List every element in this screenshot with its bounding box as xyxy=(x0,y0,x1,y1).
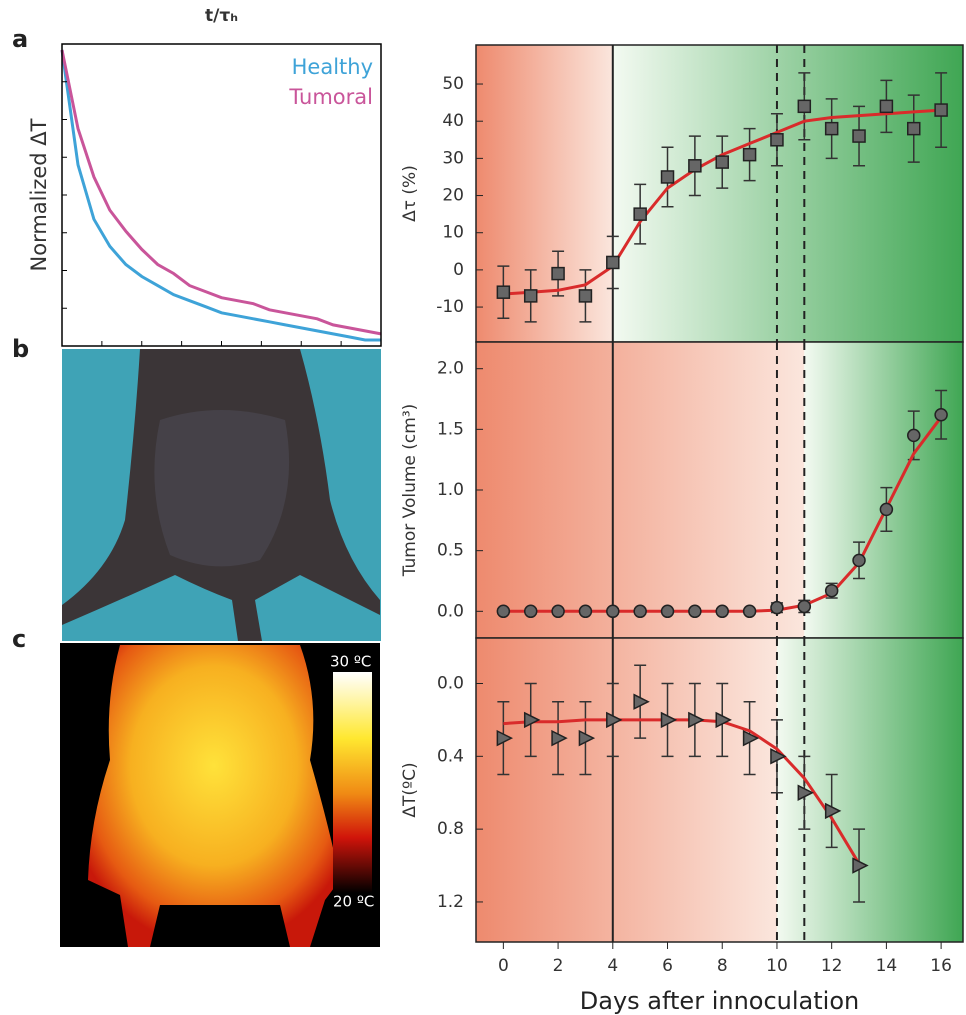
y-tick-label: 0.4 xyxy=(437,746,464,766)
x-tick-label: 16 xyxy=(930,956,952,976)
panel-label: a xyxy=(12,25,28,53)
data-point xyxy=(770,748,787,765)
y-tick-label: 1.2 xyxy=(437,892,464,912)
data-point xyxy=(660,711,678,729)
data-point xyxy=(688,159,702,173)
data-point xyxy=(688,604,702,619)
y-tick-label: 0.0 xyxy=(437,601,464,621)
data-point xyxy=(496,285,511,299)
x-tick-label: 2 xyxy=(553,956,564,976)
data-point xyxy=(523,289,538,303)
x-tick-label: 0 xyxy=(498,956,509,976)
data-point xyxy=(715,155,729,169)
series-line xyxy=(60,49,382,336)
data-point xyxy=(551,729,568,747)
data-point xyxy=(496,729,514,747)
fit-line xyxy=(503,108,942,296)
y-axis-title: Tumor Volume (cm³) xyxy=(400,404,420,578)
data-point xyxy=(633,207,647,221)
data-point xyxy=(907,428,921,443)
y-tick-label: 10 xyxy=(442,223,464,243)
colorbar-label: 30 ºC xyxy=(330,653,371,671)
x-tick-label: 14 xyxy=(876,956,898,976)
data-point xyxy=(606,604,620,619)
x-tick-label: 8 xyxy=(717,956,728,976)
y-tick-label: 1.5 xyxy=(437,419,464,439)
x-tick-label: 12 xyxy=(821,956,843,976)
x-tick-label: 6 xyxy=(662,956,673,976)
phase-shading xyxy=(476,342,805,638)
legend-entry: Tumoral xyxy=(288,85,373,109)
data-point xyxy=(770,133,784,147)
data-point xyxy=(578,604,593,619)
data-point xyxy=(578,289,593,303)
data-point xyxy=(879,99,894,114)
y-tick-label: 0.8 xyxy=(437,819,464,839)
data-point xyxy=(797,99,812,114)
data-point xyxy=(824,583,839,598)
data-point xyxy=(934,408,948,422)
thermal-image: 30 ºC 20 ºC xyxy=(60,643,380,947)
data-point xyxy=(660,604,675,619)
y-tick-label: 0 xyxy=(453,260,464,280)
data-point xyxy=(824,121,839,136)
data-point xyxy=(715,711,732,729)
data-point xyxy=(742,729,760,747)
x-axis-title: t/τₕ xyxy=(205,6,238,26)
data-point xyxy=(852,553,866,568)
data-point xyxy=(523,604,538,619)
data-point xyxy=(633,693,650,710)
data-point xyxy=(852,857,869,874)
y-tick-label: 20 xyxy=(442,186,464,206)
data-point xyxy=(606,711,623,729)
y-tick-label: 40 xyxy=(442,111,464,131)
data-point xyxy=(770,600,784,615)
colorbar-label: 20 ºC xyxy=(333,893,374,911)
y-tick-label: 0.5 xyxy=(437,541,464,561)
data-point xyxy=(551,266,565,281)
data-point xyxy=(715,604,729,619)
data-point xyxy=(879,502,894,517)
series-line xyxy=(60,49,381,342)
x-axis-title: Days after innoculation xyxy=(580,987,859,1015)
data-point xyxy=(852,129,866,143)
panel-label: c xyxy=(12,625,26,653)
data-point xyxy=(633,604,647,619)
y-tick-label: 30 xyxy=(442,148,464,168)
data-point xyxy=(606,255,620,270)
legend-entry: Healthy xyxy=(292,55,373,79)
phase-shading xyxy=(476,638,777,942)
data-point xyxy=(797,599,812,614)
y-tick-label: 1.0 xyxy=(437,480,464,500)
data-point xyxy=(523,711,541,729)
phase-shading xyxy=(476,45,613,342)
data-point xyxy=(907,121,921,136)
y-tick-label: 0.0 xyxy=(437,674,464,694)
y-tick-label: 2.0 xyxy=(437,359,464,379)
data-point xyxy=(742,604,757,619)
data-point xyxy=(934,103,948,117)
data-point xyxy=(660,170,675,184)
data-point xyxy=(496,604,511,619)
fit-line xyxy=(503,718,861,865)
data-point xyxy=(578,729,596,747)
data-point xyxy=(742,147,757,162)
x-tick-label: 10 xyxy=(766,956,788,976)
y-axis-title: Δτ (%) xyxy=(400,165,420,222)
y-tick-label: -10 xyxy=(436,297,464,317)
data-point xyxy=(688,711,705,729)
panel-label: b xyxy=(12,335,29,363)
data-point xyxy=(824,802,842,820)
y-tick-label: 50 xyxy=(442,74,464,94)
data-point xyxy=(797,784,814,801)
data-point xyxy=(551,604,565,619)
x-tick-label: 4 xyxy=(607,956,618,976)
phase-shading xyxy=(612,45,963,342)
plot-frame xyxy=(475,637,964,943)
mouse-photo xyxy=(62,349,381,641)
y-axis-title: Normalized ΔT xyxy=(27,118,51,271)
y-axis-title: ΔT(ºC) xyxy=(400,762,420,817)
